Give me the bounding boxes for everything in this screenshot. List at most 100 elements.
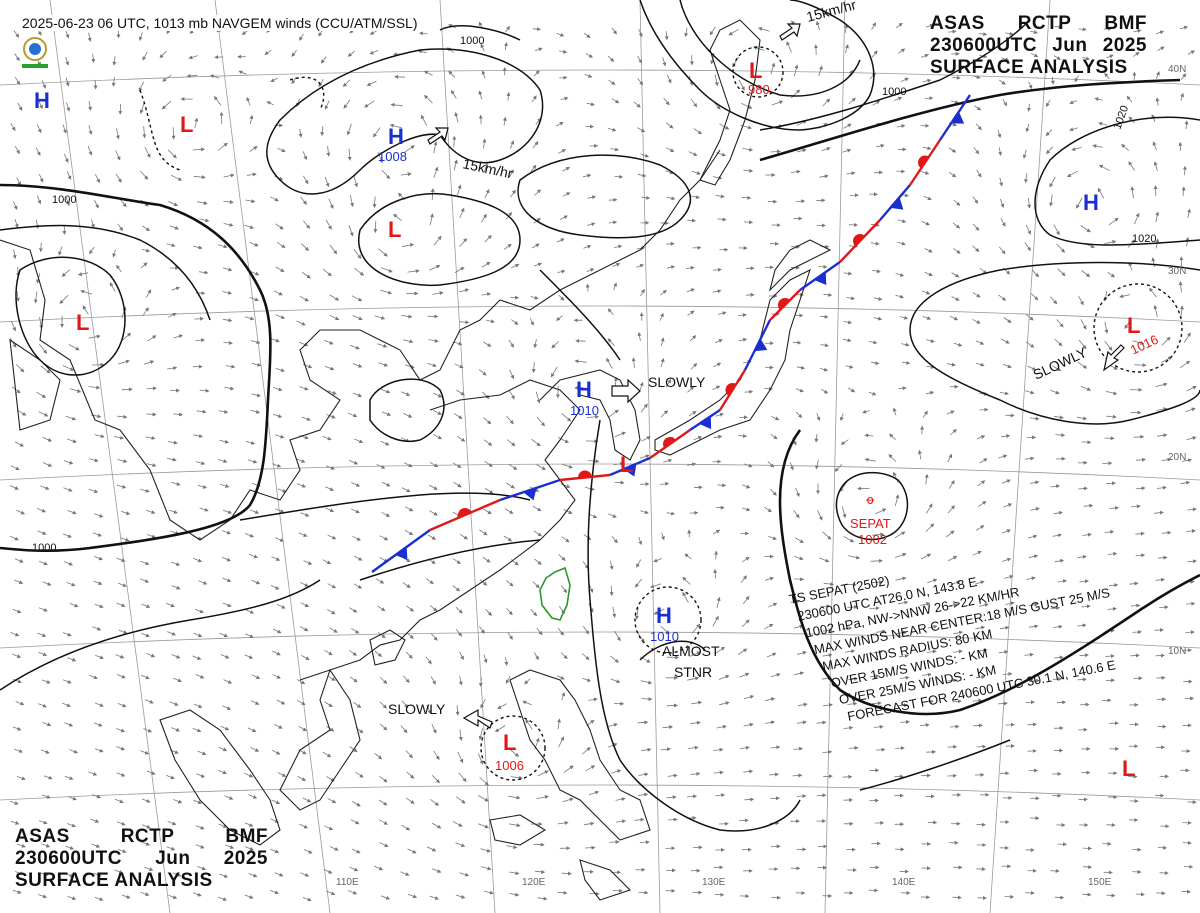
motion-label-speed: 15km/hr: [805, 0, 858, 25]
wind-arrow-icon: [925, 23, 934, 28]
wind-arrow-icon: [146, 509, 156, 514]
wind-arrow-icon: [666, 703, 678, 708]
wind-arrow-icon: [62, 679, 72, 684]
wind-arrow-icon: [166, 243, 176, 248]
wind-arrow-icon: [172, 872, 182, 877]
wind-arrow-icon: [550, 366, 558, 378]
wind-arrow-icon: [1082, 892, 1092, 897]
wind-arrow-icon: [142, 51, 148, 61]
wind-arrow-icon: [456, 435, 466, 442]
wind-arrow-icon: [1153, 304, 1158, 317]
wind-arrow-icon: [1078, 295, 1084, 306]
wind-arrow-icon: [349, 866, 359, 872]
wind-arrow-icon: [222, 318, 233, 323]
wind-arrow-icon: [614, 431, 626, 438]
wind-arrow-icon: [920, 425, 925, 435]
wind-arrow-icon: [533, 842, 545, 847]
wind-arrow-icon: [115, 150, 121, 161]
wind-arrow-icon: [660, 358, 665, 368]
wind-arrow-icon: [121, 387, 133, 392]
wind-arrow-icon: [120, 199, 127, 208]
high-value: 1010: [650, 629, 679, 644]
wind-arrow-icon: [196, 409, 207, 414]
wind-arrow-icon: [14, 218, 19, 229]
wind-arrow-icon: [457, 751, 464, 764]
wind-arrow-icon: [141, 248, 151, 253]
wind-arrow-icon: [797, 650, 807, 655]
wind-arrow-icon: [615, 819, 627, 824]
wind-arrow-icon: [894, 494, 900, 507]
wind-arrow-icon: [895, 272, 905, 277]
wind-arrow-icon: [1080, 225, 1091, 233]
cold-front-triangle: [395, 546, 408, 560]
wind-arrow-icon: [400, 391, 411, 396]
wind-arrow-icon: [637, 55, 642, 64]
wind-arrow-icon: [1045, 129, 1053, 137]
wind-arrow-icon: [947, 602, 958, 607]
wind-arrow-icon: [743, 695, 755, 700]
wind-arrow-icon: [764, 576, 774, 581]
wind-arrow-icon: [1054, 558, 1065, 563]
wind-arrow-icon: [820, 388, 829, 394]
wind-arrow-icon: [480, 848, 491, 853]
lon-label: 120E: [522, 877, 546, 888]
wind-arrow-icon: [324, 176, 330, 188]
wind-arrow-icon: [1053, 55, 1061, 60]
wind-arrow-icon: [250, 409, 261, 414]
wind-arrow-icon: [217, 142, 228, 151]
wind-arrow-icon: [608, 513, 617, 518]
wind-arrow-icon: [1078, 339, 1087, 350]
wind-arrow-icon: [742, 147, 754, 152]
wind-arrow-icon: [848, 387, 856, 393]
wind-arrow-icon: [741, 103, 753, 109]
header-top-right: ASAS RCTP BMF 230600UTC Jun 2025 SURFACE…: [930, 13, 1147, 79]
wind-arrow-icon: [508, 463, 518, 470]
wind-arrow-icon: [12, 726, 22, 731]
wind-arrow-icon: [219, 439, 230, 444]
wind-arrow-icon: [1025, 341, 1035, 348]
wind-arrow-icon: [691, 623, 701, 634]
wind-arrow-icon: [896, 630, 907, 635]
wind-arrow-icon: [998, 147, 1003, 156]
wind-arrow-icon: [377, 605, 386, 612]
wind-arrow-icon: [482, 391, 490, 399]
wind-arrow-icon: [1052, 677, 1063, 682]
wind-arrow-icon: [768, 602, 778, 608]
wind-arrow-icon: [1161, 457, 1172, 462]
wind-arrow-icon: [659, 312, 664, 321]
wind-arrow-icon: [429, 895, 440, 900]
wind-arrow-icon: [405, 651, 413, 659]
wind-arrow-icon: [609, 839, 620, 844]
wind-arrow-icon: [1154, 627, 1164, 632]
wind-arrow-icon: [43, 775, 53, 780]
wind-arrow-icon: [998, 246, 1006, 255]
wind-arrow-icon: [561, 691, 566, 701]
wind-arrow-icon: [366, 80, 377, 86]
wind-arrow-icon: [875, 747, 886, 752]
wind-arrow-icon: [117, 582, 127, 587]
wind-arrow-icon: [142, 126, 147, 139]
wind-arrow-icon: [94, 513, 104, 518]
wind-arrow-icon: [1104, 321, 1109, 334]
header-agency: BMF: [1104, 13, 1147, 34]
wind-arrow-icon: [14, 558, 24, 563]
wind-arrow-icon: [660, 337, 665, 347]
wind-arrow-icon: [38, 651, 48, 657]
wind-arrow-icon: [953, 649, 963, 654]
wind-arrow-icon: [484, 890, 494, 895]
wind-arrow-icon: [1050, 484, 1061, 489]
wind-arrow-icon: [1098, 164, 1110, 172]
wind-arrow-icon: [715, 194, 725, 199]
wind-arrow-icon: [1002, 671, 1013, 676]
wind-arrow-icon: [690, 771, 701, 776]
wind-arrow-icon: [168, 509, 178, 514]
wind-arrow-icon: [478, 369, 487, 376]
wind-arrow-icon: [93, 580, 103, 585]
header-station: RCTP: [1017, 13, 1072, 34]
motion-arrow-icon: [462, 708, 493, 729]
wind-arrow-icon: [900, 77, 909, 82]
wind-arrow-icon: [481, 70, 486, 79]
wind-arrow-icon: [607, 55, 615, 62]
wind-arrow-icon: [329, 314, 340, 321]
wind-arrow-icon: [459, 237, 468, 247]
